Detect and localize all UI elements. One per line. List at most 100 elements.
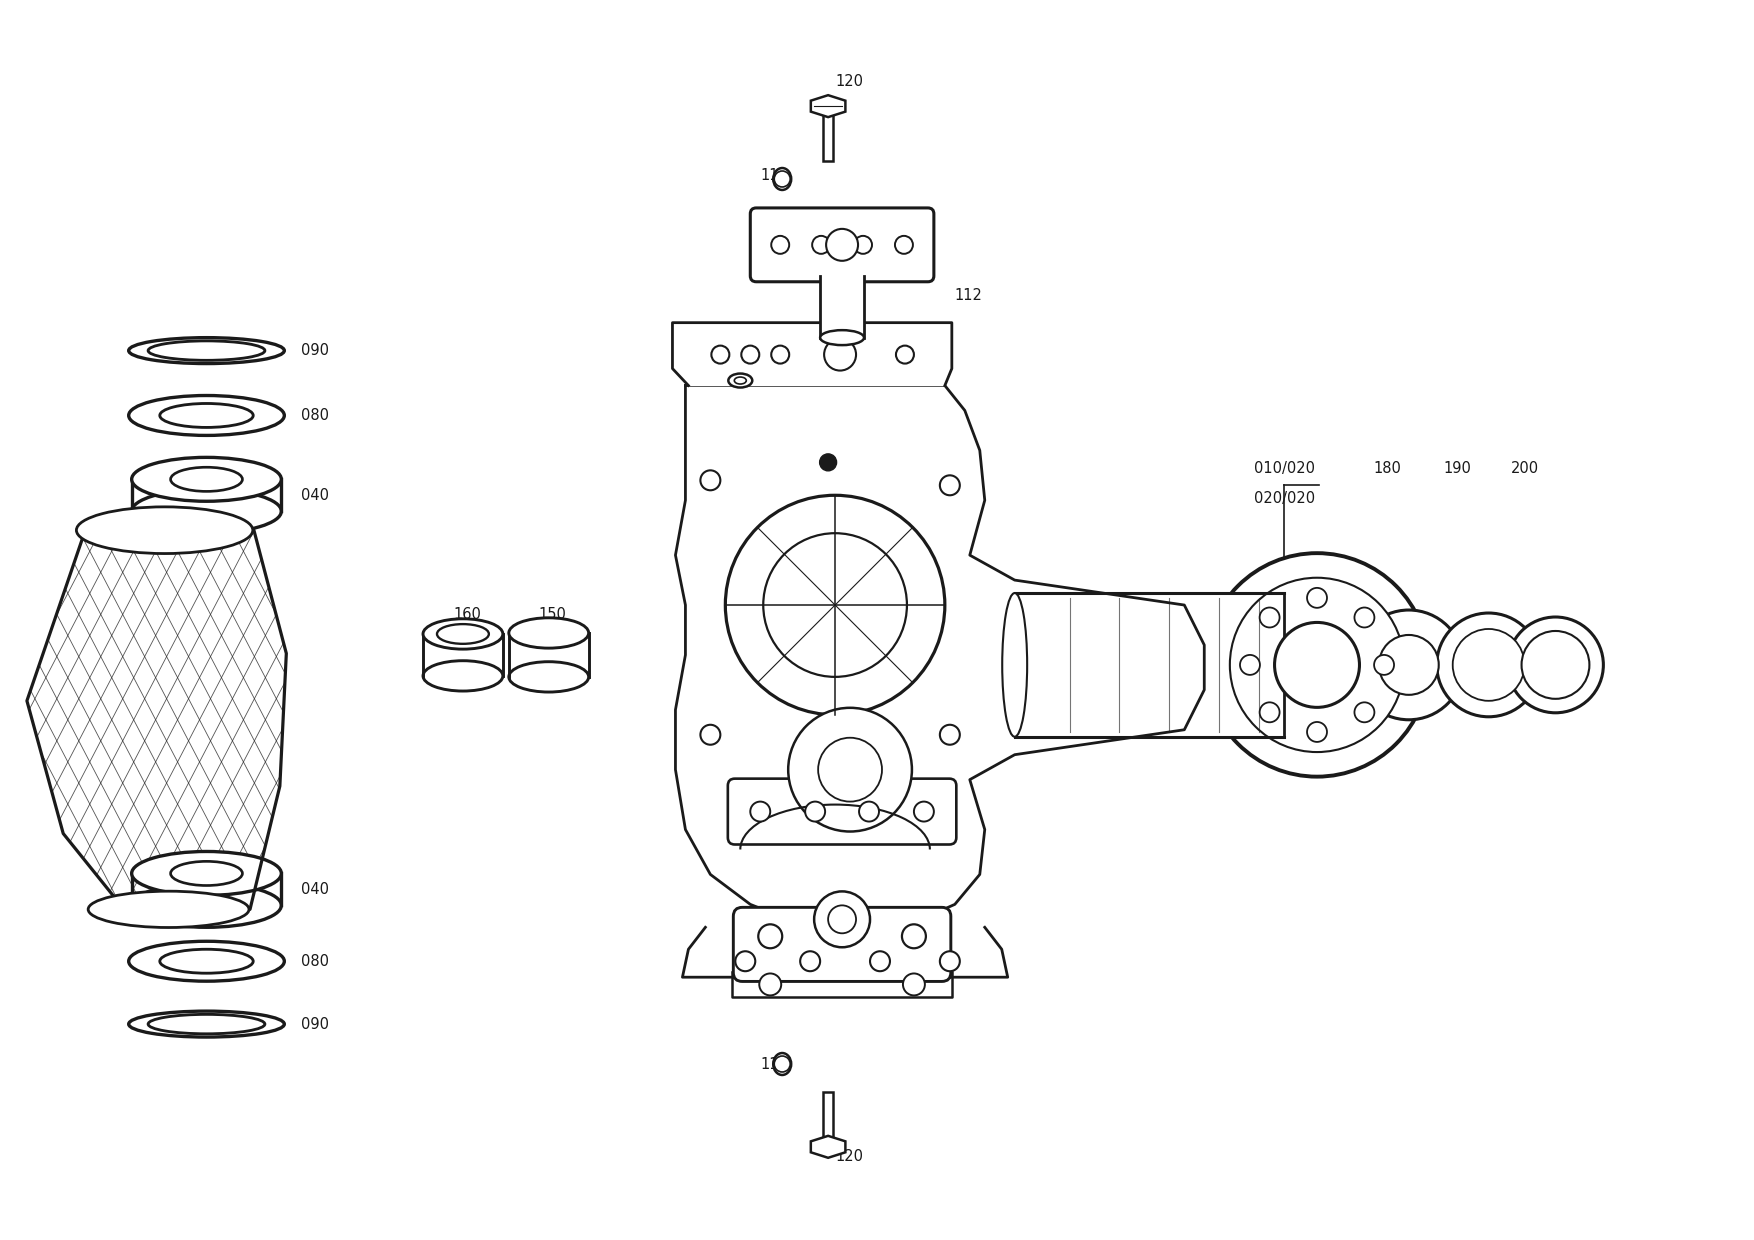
Text: 116: 116: [838, 451, 866, 466]
Text: 010/020: 010/020: [1254, 461, 1316, 476]
Text: 020  RE/R.H./DR: 020 RE/R.H./DR: [1224, 603, 1342, 618]
Text: 430: 430: [716, 373, 744, 388]
Circle shape: [828, 905, 856, 934]
Text: 130: 130: [938, 812, 966, 827]
Ellipse shape: [509, 662, 589, 692]
Ellipse shape: [821, 330, 865, 345]
Circle shape: [700, 470, 721, 490]
Ellipse shape: [728, 373, 752, 388]
Ellipse shape: [170, 467, 242, 491]
Circle shape: [1521, 631, 1589, 699]
Circle shape: [1354, 608, 1375, 627]
Text: 090: 090: [302, 1017, 330, 1032]
Circle shape: [735, 951, 756, 971]
Bar: [821, 275, 865, 337]
Circle shape: [1354, 702, 1375, 722]
Text: 040: 040: [302, 487, 330, 502]
Circle shape: [1259, 702, 1280, 722]
Circle shape: [819, 454, 837, 471]
Circle shape: [1379, 635, 1438, 694]
Circle shape: [1230, 578, 1405, 753]
Circle shape: [940, 951, 959, 971]
Ellipse shape: [128, 941, 284, 981]
Circle shape: [902, 924, 926, 949]
Polygon shape: [733, 972, 952, 997]
Text: 190: 190: [1444, 461, 1472, 476]
Ellipse shape: [128, 396, 284, 435]
Bar: [1016, 593, 1284, 737]
Circle shape: [859, 801, 879, 822]
Circle shape: [1275, 622, 1359, 707]
Text: 010  LI/L.H./GA: 010 LI/L.H./GA: [1224, 637, 1333, 652]
Circle shape: [1307, 588, 1328, 608]
Circle shape: [817, 738, 882, 801]
Ellipse shape: [132, 458, 281, 501]
Ellipse shape: [132, 490, 281, 533]
Ellipse shape: [88, 892, 249, 928]
Polygon shape: [682, 928, 1009, 977]
Ellipse shape: [147, 341, 265, 361]
Circle shape: [826, 229, 858, 260]
Text: 200: 200: [1510, 461, 1538, 476]
Text: 122: 122: [938, 926, 966, 942]
Circle shape: [712, 346, 730, 363]
Circle shape: [854, 236, 872, 254]
Circle shape: [824, 339, 856, 371]
Ellipse shape: [147, 1014, 265, 1034]
Bar: [823, 107, 833, 161]
Circle shape: [788, 708, 912, 832]
Circle shape: [1205, 553, 1430, 776]
Ellipse shape: [132, 883, 281, 928]
FancyBboxPatch shape: [728, 779, 956, 844]
Circle shape: [758, 924, 782, 949]
Circle shape: [1373, 655, 1394, 675]
Ellipse shape: [774, 167, 791, 190]
Circle shape: [1354, 610, 1463, 719]
Ellipse shape: [77, 507, 253, 553]
Text: 080: 080: [302, 954, 330, 968]
Circle shape: [700, 724, 721, 745]
Circle shape: [772, 236, 789, 254]
Text: 112: 112: [954, 288, 982, 304]
Polygon shape: [26, 531, 286, 909]
Ellipse shape: [1002, 593, 1028, 737]
Ellipse shape: [509, 618, 589, 649]
Circle shape: [774, 1056, 791, 1073]
Circle shape: [751, 801, 770, 822]
Circle shape: [903, 973, 924, 996]
Text: 180: 180: [1373, 461, 1401, 476]
Polygon shape: [675, 386, 1205, 929]
Text: 120: 120: [835, 1149, 863, 1164]
Circle shape: [814, 892, 870, 947]
Bar: [823, 1092, 833, 1147]
Polygon shape: [672, 322, 952, 386]
FancyBboxPatch shape: [733, 908, 951, 981]
Circle shape: [763, 533, 907, 677]
Circle shape: [833, 346, 851, 363]
Text: 040: 040: [302, 882, 330, 897]
Circle shape: [940, 724, 959, 745]
Ellipse shape: [423, 619, 503, 649]
Circle shape: [914, 801, 933, 822]
Ellipse shape: [774, 1053, 791, 1075]
FancyBboxPatch shape: [751, 208, 933, 281]
Text: 150: 150: [538, 606, 567, 621]
Polygon shape: [810, 95, 845, 117]
Text: 114: 114: [759, 169, 788, 184]
Circle shape: [1259, 608, 1280, 627]
Circle shape: [1452, 629, 1524, 701]
Circle shape: [759, 973, 781, 996]
Circle shape: [896, 346, 914, 363]
Circle shape: [772, 346, 789, 363]
Text: 120: 120: [835, 73, 863, 89]
Circle shape: [805, 801, 824, 822]
Ellipse shape: [170, 862, 242, 885]
Circle shape: [812, 236, 830, 254]
Circle shape: [742, 346, 759, 363]
Text: 114: 114: [759, 1056, 788, 1071]
Circle shape: [1437, 613, 1540, 717]
Ellipse shape: [735, 377, 745, 384]
Circle shape: [940, 475, 959, 495]
Circle shape: [895, 236, 912, 254]
Text: 080: 080: [302, 408, 330, 423]
